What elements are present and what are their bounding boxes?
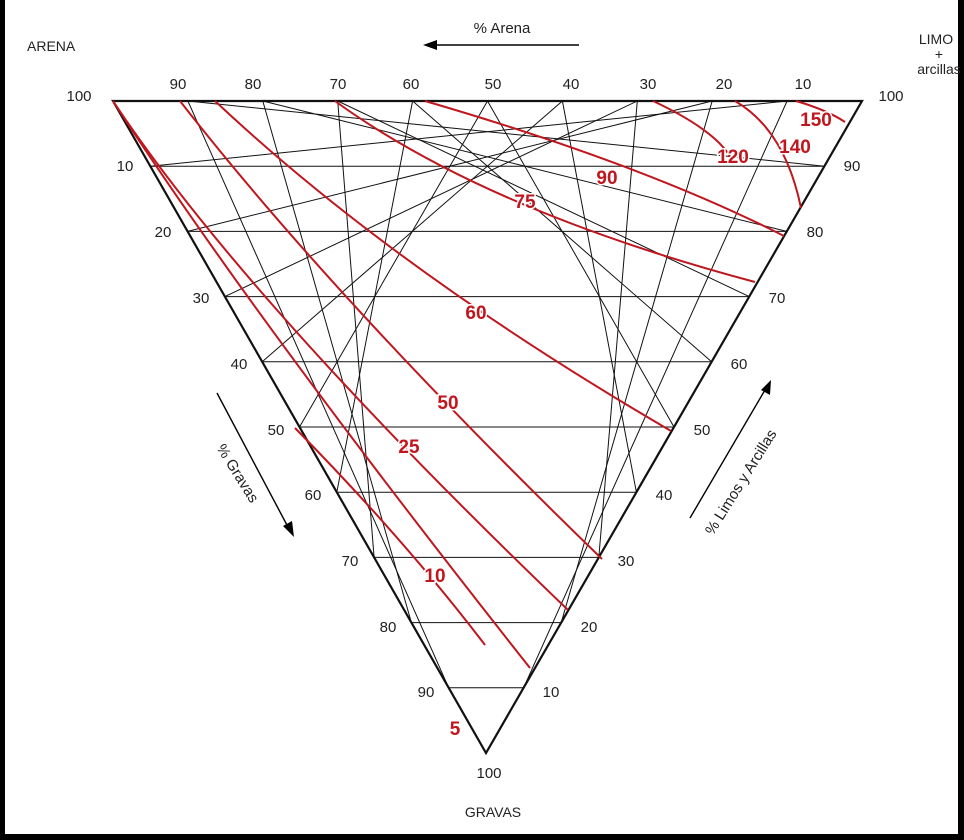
isoline-label: 25 xyxy=(398,437,420,458)
tick-label-left: 100 xyxy=(476,765,501,782)
tick-label-top: 20 xyxy=(716,76,733,93)
isoline-label: 50 xyxy=(437,393,458,414)
isoline-curve xyxy=(424,100,785,237)
tick-label-top: 90 xyxy=(170,76,187,93)
tick-label-top: 60 xyxy=(403,76,420,93)
ternary-diagram: ARENA LIMO + arcillas GRAVAS % Arena % G… xyxy=(27,20,961,820)
axis-title-gravas: % Gravas xyxy=(213,441,262,506)
tick-label-right: 70 xyxy=(769,290,786,307)
tick-label-right: 40 xyxy=(656,487,673,504)
tick-label-top: 100 xyxy=(878,88,903,105)
tick-label-left: 20 xyxy=(155,224,172,241)
tick-label-top: 70 xyxy=(330,76,347,93)
isoline-label: 150 xyxy=(800,110,832,131)
corner-label-plus: + xyxy=(935,46,943,62)
tick-label-left: 40 xyxy=(231,356,248,373)
tick-label-left: 70 xyxy=(342,553,359,570)
grid-line-diagonal xyxy=(187,100,713,232)
corner-label-arcillas: arcillas xyxy=(917,61,961,77)
tick-label-left: 90 xyxy=(418,684,435,701)
corner-label-arena: ARENA xyxy=(27,38,76,54)
grid-line-diagonal xyxy=(299,100,488,428)
tick-label-right: 90 xyxy=(844,158,861,175)
isoline-curve xyxy=(334,100,756,283)
isoline-curves xyxy=(112,100,846,669)
tick-label-right: 30 xyxy=(618,553,635,570)
tick-label-top: 30 xyxy=(640,76,657,93)
isoline-curve xyxy=(652,100,732,159)
isoline-label: 120 xyxy=(717,147,749,168)
tick-label-right: 20 xyxy=(581,619,598,636)
isoline-label: 90 xyxy=(596,168,617,189)
tick-label-top: 80 xyxy=(245,76,262,93)
grid-line-antidiagonal xyxy=(561,100,637,493)
tick-label-top: 40 xyxy=(563,76,580,93)
isoline-curve xyxy=(179,100,603,560)
axis-title-limos: % Limos y Arcillas xyxy=(702,427,780,539)
tick-label-right: 10 xyxy=(543,684,560,701)
grid-line-antidiagonal xyxy=(523,100,788,689)
grid-line-antidiagonal xyxy=(598,100,638,558)
tick-label-left: 30 xyxy=(193,290,210,307)
axis-title-arena: % Arena xyxy=(474,20,531,37)
grid-line-diagonal xyxy=(261,100,563,363)
tick-label-left: 80 xyxy=(380,619,397,636)
isoline-label: 75 xyxy=(514,192,536,213)
isoline-curve xyxy=(112,100,531,669)
tick-label-top: 50 xyxy=(485,76,502,93)
tick-label-left: 50 xyxy=(268,422,285,439)
corner-label-limo: LIMO xyxy=(919,31,953,47)
grid-line-antidiagonal xyxy=(487,100,675,428)
grid-line-antidiagonal xyxy=(560,100,713,623)
isoline-curve xyxy=(294,427,486,646)
tick-labels: 100 90 80 70 60 50 40 30 20 10 100 10 20 30 40 50 60 70 80… xyxy=(66,76,903,782)
isoline-curve xyxy=(214,100,672,432)
arrow-up-right-icon xyxy=(689,380,771,519)
isoline-label: 10 xyxy=(424,566,445,587)
isoline-labels: 150 140 120 90 75 60 50 25 10 5 xyxy=(397,109,833,742)
isoline-label: 60 xyxy=(465,303,486,324)
arrow-down-right-icon xyxy=(216,392,294,537)
tick-label-right: 60 xyxy=(731,356,748,373)
tick-label-right: 80 xyxy=(807,224,824,241)
triangular-grid xyxy=(111,99,864,756)
tick-label-left: 60 xyxy=(305,487,322,504)
grid-line-diagonal xyxy=(224,100,638,298)
corner-label-gravas: GRAVAS xyxy=(465,804,521,820)
isoline-label: 140 xyxy=(779,137,811,158)
isoline-curve xyxy=(734,100,802,209)
isoline-label: 5 xyxy=(450,719,461,740)
tick-label-right: 50 xyxy=(694,422,711,439)
isoline-curve xyxy=(112,100,569,611)
grid-line-diagonal xyxy=(150,100,788,167)
tick-label-top: 100 xyxy=(66,88,91,105)
isoline-curve xyxy=(795,100,846,123)
tick-label-top: 10 xyxy=(795,76,812,93)
arrow-left-icon xyxy=(423,40,579,50)
tick-label-left: 10 xyxy=(117,158,134,175)
